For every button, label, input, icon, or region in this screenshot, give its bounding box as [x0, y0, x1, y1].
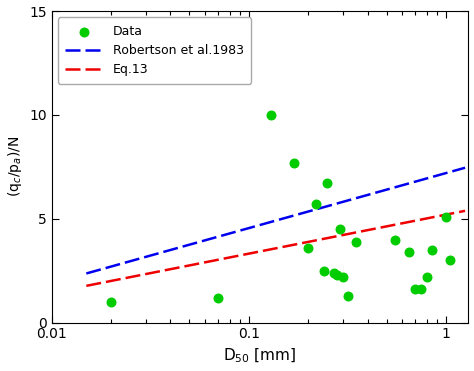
Data — [333, 272, 341, 278]
X-axis label: D$_{50}$ [mm]: D$_{50}$ [mm] — [223, 347, 297, 365]
Data — [423, 274, 431, 280]
Eq.13 — [427, 216, 432, 220]
Data — [320, 268, 328, 274]
Data — [336, 226, 344, 232]
Data — [291, 160, 298, 166]
Robertson et al.1983 — [427, 175, 432, 180]
Data — [323, 180, 331, 186]
Robertson et al.1983 — [462, 165, 468, 170]
Eq.13 — [315, 238, 321, 242]
Data — [352, 239, 360, 244]
Eq.13 — [309, 239, 315, 243]
Robertson et al.1983 — [83, 271, 89, 276]
Robertson et al.1983 — [309, 208, 315, 213]
Data — [428, 247, 436, 253]
Data — [304, 245, 312, 251]
Eq.13 — [83, 283, 89, 288]
Y-axis label: (q$_c$/p$_a$)/N: (q$_c$/p$_a$)/N — [6, 136, 24, 197]
Data — [447, 257, 454, 263]
Line: Eq.13: Eq.13 — [86, 211, 465, 286]
Data — [339, 274, 346, 280]
Robertson et al.1983 — [315, 207, 321, 211]
Data — [312, 201, 320, 207]
Data — [267, 112, 275, 118]
Data — [442, 214, 450, 220]
Line: Robertson et al.1983: Robertson et al.1983 — [86, 168, 465, 273]
Data — [411, 286, 419, 292]
Data — [330, 270, 337, 276]
Eq.13 — [403, 220, 409, 225]
Data — [391, 237, 399, 243]
Data — [107, 299, 115, 305]
Legend: Data, Robertson et al.1983, Eq.13: Data, Robertson et al.1983, Eq.13 — [58, 17, 251, 84]
Data — [405, 249, 413, 255]
Eq.13 — [85, 283, 91, 288]
Eq.13 — [308, 239, 313, 244]
Eq.13 — [462, 209, 468, 213]
Data — [418, 286, 425, 292]
Data — [345, 293, 352, 299]
Robertson et al.1983 — [308, 209, 313, 213]
Robertson et al.1983 — [85, 271, 91, 275]
Robertson et al.1983 — [403, 182, 409, 187]
Data — [214, 295, 222, 301]
